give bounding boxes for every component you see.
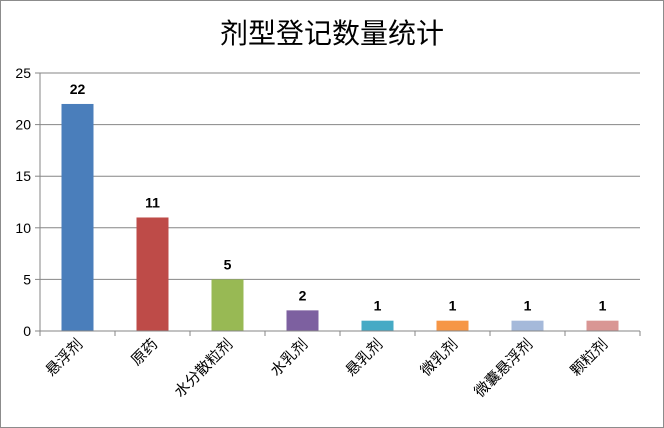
data-label: 1	[524, 298, 532, 314]
y-tick-label: 15	[15, 168, 31, 184]
bar	[286, 310, 319, 331]
x-tick-label: 悬浮剂	[42, 335, 87, 380]
y-axis: 0 5 10 15 20 25	[15, 65, 41, 339]
bar	[436, 320, 469, 331]
y-tick-label: 10	[15, 220, 31, 236]
bar	[61, 103, 94, 332]
data-label: 11	[145, 194, 160, 210]
y-tick-label: 25	[15, 65, 31, 81]
y-tick-label: 5	[23, 271, 31, 287]
x-tick-label: 微乳剂	[417, 335, 462, 380]
data-label: 1	[449, 298, 457, 314]
x-tick-label: 悬乳剂	[342, 335, 387, 380]
chart-title: 剂型登记数量统计	[220, 17, 444, 50]
x-tick-label: 原药	[127, 335, 161, 369]
bar	[136, 217, 169, 331]
y-tick-label: 0	[23, 323, 31, 339]
bar	[211, 279, 244, 331]
data-label: 22	[70, 81, 86, 97]
x-tick-label: 颗粒剂	[567, 335, 612, 380]
x-axis: 悬浮剂 原药 水分散粒剂 水乳剂 悬乳剂 微乳剂 微囊悬浮剂 颗粒剂	[39, 330, 641, 401]
y-tick-label: 20	[15, 117, 31, 133]
bars	[61, 103, 619, 332]
bar	[361, 320, 394, 331]
data-label: 5	[224, 256, 232, 272]
x-tick-label: 微囊悬浮剂	[471, 335, 537, 401]
data-label: 1	[599, 298, 607, 314]
bar	[511, 320, 544, 331]
data-label: 1	[374, 298, 382, 314]
gridlines	[40, 72, 640, 280]
x-tick-label: 水分散粒剂	[171, 335, 237, 401]
bar	[586, 320, 619, 331]
data-label: 2	[299, 287, 307, 303]
x-tick-label: 水乳剂	[267, 335, 312, 380]
